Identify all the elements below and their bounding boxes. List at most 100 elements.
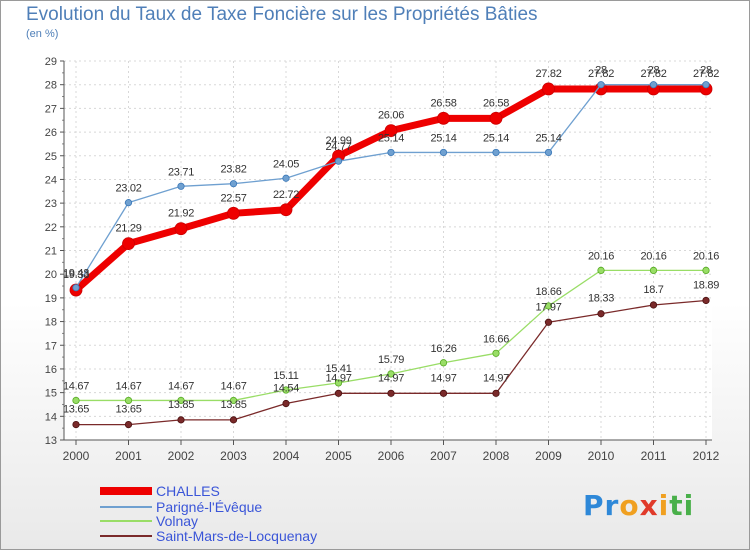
- x-tick-label: 2002: [168, 449, 195, 463]
- data-point: [387, 148, 395, 157]
- y-tick-label: 25: [45, 151, 57, 163]
- data-point: [72, 396, 80, 405]
- data-label: 25.14: [535, 132, 561, 144]
- data-point: [72, 284, 80, 292]
- data-label: 26.58: [430, 97, 456, 109]
- data-point: [597, 266, 605, 274]
- data-label: 16.66: [483, 333, 509, 345]
- legend-item: Volnay: [100, 513, 199, 529]
- data-point: [229, 396, 238, 405]
- data-label: 24.05: [273, 158, 299, 170]
- data-label: 23.71: [168, 166, 194, 178]
- x-tick-label: 2012: [693, 449, 720, 463]
- data-point: [387, 370, 395, 378]
- data-point: [177, 182, 185, 190]
- data-point: [492, 148, 500, 157]
- data-label: 13.85: [220, 399, 246, 411]
- data-point: [437, 111, 450, 125]
- y-tick-label: 26: [45, 127, 57, 139]
- data-point: [544, 148, 553, 157]
- data-point: [702, 266, 710, 274]
- data-label: 17.97: [535, 301, 561, 313]
- data-point: [702, 81, 710, 89]
- data-label: 27.82: [588, 68, 614, 80]
- data-point: [597, 310, 605, 318]
- data-label: 14.97: [378, 372, 404, 384]
- data-label: 24.99: [325, 135, 351, 147]
- legend-label: CHALLES: [156, 483, 220, 499]
- legend-item: CHALLES: [100, 483, 220, 499]
- data-label: 18.7: [643, 284, 663, 296]
- data-point: [702, 296, 710, 305]
- data-point: [124, 396, 133, 405]
- data-label: 14.97: [483, 372, 509, 384]
- x-tick-label: 2011: [641, 449, 667, 463]
- x-tick-label: 2006: [378, 449, 405, 463]
- data-point: [177, 396, 185, 405]
- x-tick-label: 2009: [535, 449, 562, 463]
- y-tick-label: 19: [45, 293, 57, 305]
- x-tick-label: 2004: [273, 449, 300, 463]
- data-label: 25.14: [483, 132, 509, 144]
- data-label: 14.67: [115, 380, 141, 392]
- chart-title: Evolution du Taux de Taxe Foncière sur l…: [26, 4, 538, 25]
- y-tick-label: 18: [45, 317, 57, 329]
- data-label: 18.89: [693, 279, 719, 291]
- data-point: [227, 206, 240, 220]
- data-label: 16.26: [430, 343, 456, 355]
- y-tick-label: 21: [45, 246, 57, 258]
- chart-subtitle: (en %): [26, 28, 59, 40]
- data-point: [124, 199, 133, 207]
- data-label: 20.16: [640, 250, 666, 262]
- x-tick-label: 2007: [430, 449, 457, 463]
- data-point: [649, 301, 658, 309]
- legend-swatch: [100, 535, 152, 537]
- data-label: 15.11: [273, 370, 298, 382]
- data-label: 13.65: [63, 404, 89, 416]
- data-label: 14.54: [273, 383, 299, 395]
- data-point: [597, 81, 605, 89]
- data-point: [282, 399, 290, 408]
- data-point: [177, 416, 185, 424]
- data-label: 26.58: [483, 97, 509, 109]
- data-point: [229, 416, 238, 424]
- y-tick-label: 28: [45, 80, 57, 92]
- data-label: 14.67: [168, 380, 194, 392]
- data-point: [492, 349, 500, 357]
- y-tick-label: 15: [45, 388, 57, 400]
- data-point: [544, 318, 553, 326]
- data-point: [439, 148, 448, 157]
- data-label: 27.82: [693, 68, 719, 80]
- data-point: [649, 266, 658, 274]
- y-tick-label: 24: [45, 174, 57, 186]
- data-label: 28: [595, 65, 607, 77]
- data-label: 22.57: [220, 192, 246, 204]
- y-tick-label: 29: [45, 56, 57, 68]
- y-tick-label: 14: [45, 411, 57, 423]
- legend-label: Volnay: [156, 513, 199, 529]
- data-point: [439, 389, 448, 397]
- legend-label: Saint-Mars-de-Locquenay: [156, 528, 318, 544]
- y-tick-label: 27: [45, 103, 57, 115]
- data-point: [122, 237, 135, 251]
- data-label: 27.82: [640, 68, 666, 80]
- axes: 13 14 15 16 17 18 19 20 21 22 23 24 25 26 27 28 29 2000 20…: [45, 56, 720, 463]
- data-label: 26.06: [378, 110, 404, 122]
- y-tick-label: 16: [45, 364, 57, 376]
- legend-item: Saint-Mars-de-Locquenay: [100, 528, 318, 544]
- data-point: [334, 157, 343, 165]
- data-point: [124, 421, 133, 429]
- data-label: 13.65: [115, 404, 141, 416]
- y-tick-label: 23: [45, 198, 57, 210]
- data-label: 23.82: [220, 164, 246, 176]
- grid-lines: [64, 60, 712, 441]
- x-tick-label: 2000: [63, 449, 90, 463]
- data-label: 14.97: [325, 372, 351, 384]
- data-label: 19.33: [63, 269, 89, 281]
- data-point: [229, 180, 238, 188]
- data-point: [387, 389, 395, 397]
- data-label: 24.77: [325, 141, 351, 153]
- data-label: 20.16: [588, 250, 614, 262]
- data-point: [489, 111, 503, 125]
